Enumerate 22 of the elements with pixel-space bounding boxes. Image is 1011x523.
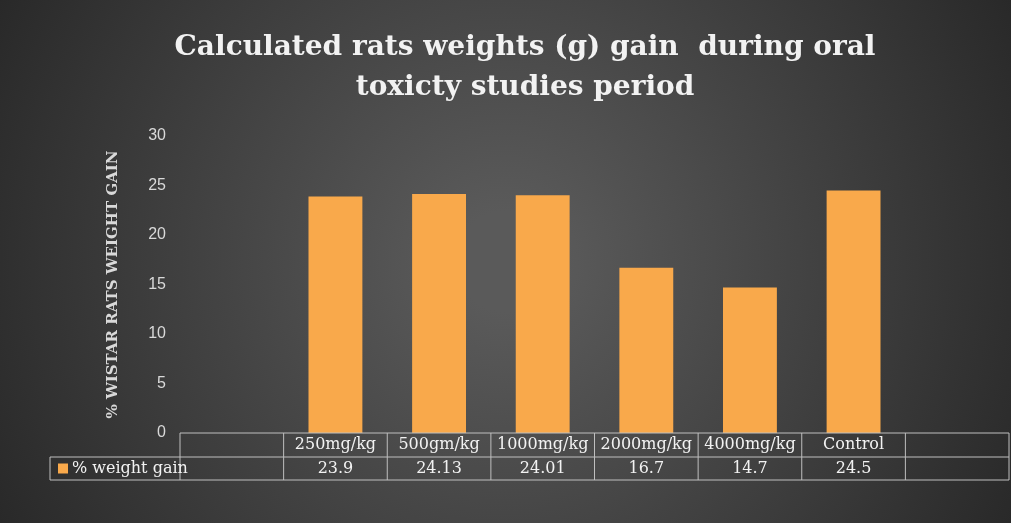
x-tick-label: 1000mg/kg	[496, 434, 589, 454]
y-tick-label: 30	[148, 126, 167, 144]
y-tick-label: 25	[148, 175, 167, 193]
y-tick-label: 10	[148, 324, 167, 342]
legend-label: % weight gain	[72, 457, 188, 477]
data-label: 16.7	[628, 457, 665, 477]
data-label: 24.13	[416, 457, 462, 477]
y-tick-label: 15	[148, 274, 167, 292]
y-axis-title: % WISTAR RATS WEIGHT GAIN	[102, 150, 121, 419]
x-tick-label: 250mg/kg	[294, 434, 377, 454]
y-tick-label: 5	[157, 373, 167, 391]
y-tick-label: 0	[157, 423, 167, 441]
data-label: 14.7	[732, 457, 768, 477]
x-tick-label: 500gm/kg	[398, 434, 480, 454]
x-tick-label: 4000mg/kg	[704, 434, 796, 454]
y-tick-label: 20	[148, 225, 167, 243]
data-label: 24.5	[835, 457, 872, 477]
x-tick-label: Control	[823, 434, 885, 454]
chart-title: Calculated rats weights (g) gain during oral toxicty studies period	[174, 29, 876, 103]
data-label: 23.9	[317, 457, 354, 477]
x-tick-label: 2000mg/kg	[600, 434, 693, 454]
data-label: 24.01	[519, 457, 566, 477]
